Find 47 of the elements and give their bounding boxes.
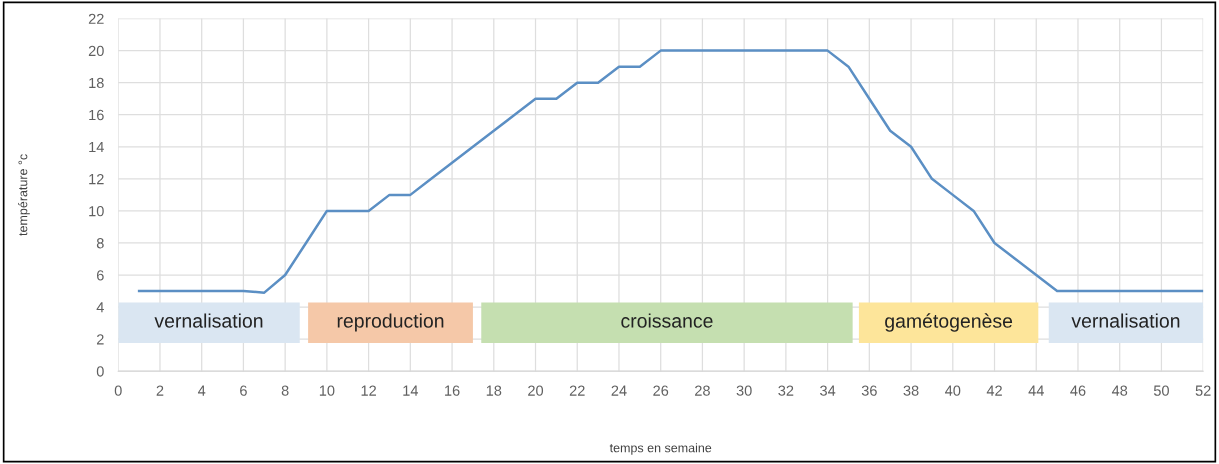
y-tick-label: 2: [96, 334, 104, 345]
y-tick-label: 12: [89, 173, 104, 185]
x-tick-label: 52: [1195, 385, 1211, 396]
x-tick-label: 48: [1111, 385, 1128, 396]
y-axis-title: température °c: [18, 154, 30, 236]
band-label: gamétogenèse: [885, 313, 1013, 332]
x-tick-label: 34: [820, 385, 836, 396]
x-tick-label: 50: [1153, 385, 1169, 396]
x-tick-label: 2: [156, 385, 164, 396]
x-tick-label: 44: [1028, 385, 1044, 396]
x-tick-label: 22: [569, 385, 585, 396]
x-tick-label: 16: [445, 385, 460, 396]
y-tick-label: 6: [96, 270, 104, 281]
x-axis-title: temps en semaine: [609, 443, 712, 455]
x-tick-label: 40: [945, 385, 961, 396]
x-tick-label: 4: [197, 385, 206, 396]
y-tick-label: 18: [89, 77, 104, 89]
x-tick-label: 28: [695, 385, 710, 396]
band-label: vernalisation: [154, 313, 263, 328]
x-tick-label: 30: [736, 385, 752, 396]
x-tick-label: 32: [778, 385, 794, 396]
x-tick-label: 38: [903, 385, 919, 396]
band-label: croissance: [621, 313, 713, 328]
x-tick-label: 6: [240, 385, 247, 396]
y-tick-label: 10: [89, 206, 104, 217]
x-tick-label: 0: [114, 385, 122, 396]
x-tick-label: 20: [528, 385, 544, 396]
y-tick-label: 8: [96, 238, 104, 249]
band-label: reproduction: [337, 313, 444, 332]
y-tick-label: 20: [88, 45, 104, 57]
line-series: [137, 49, 1204, 294]
x-tick-label: 8: [281, 385, 289, 396]
x-tick-label: 46: [1070, 385, 1086, 396]
x-tick-label: 10: [319, 385, 335, 396]
y-tick-label: 22: [88, 13, 104, 24]
y-tick-label: 0: [96, 366, 104, 377]
x-tick-label: 14: [403, 385, 419, 396]
y-tick-label: 14: [89, 142, 104, 153]
y-tick-label: 4: [96, 302, 104, 313]
y-tick-label: 16: [89, 109, 104, 121]
band-label: vernalisation: [1071, 313, 1180, 328]
x-tick-label: 18: [486, 385, 502, 396]
x-tick-label: 24: [611, 385, 627, 396]
x-tick-label: 26: [653, 385, 669, 396]
x-tick-label: 12: [361, 385, 376, 396]
x-tick-label: 36: [861, 385, 877, 396]
x-tick-label: 42: [986, 385, 1002, 396]
